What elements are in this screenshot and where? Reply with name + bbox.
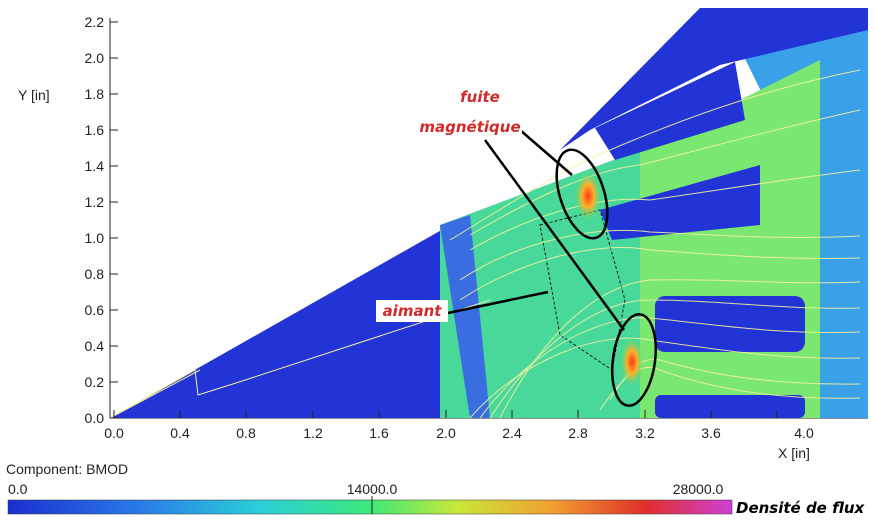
y-axis-ticks bbox=[110, 21, 118, 419]
inner-air-gap bbox=[440, 215, 490, 418]
stator-slot-1 bbox=[655, 395, 805, 418]
stator-slot-3 bbox=[600, 165, 760, 240]
leader-lines bbox=[447, 129, 626, 331]
x-tick-label: 0.0 bbox=[104, 425, 124, 441]
x-tick-label: 0.4 bbox=[170, 425, 190, 441]
colorbar-max: 28000.0 bbox=[673, 481, 724, 497]
y-tick-label: 0.2 bbox=[85, 374, 105, 390]
flux-lines bbox=[449, 69, 861, 418]
magnet-label: aimant bbox=[383, 302, 443, 320]
y-tick-label: 0.8 bbox=[85, 266, 105, 282]
leader-magnet bbox=[447, 290, 549, 315]
outer-air-region bbox=[560, 8, 868, 150]
y-tick-label: 2.2 bbox=[85, 14, 105, 30]
y-tick-label: 1.6 bbox=[85, 122, 105, 138]
leak-callout-top bbox=[555, 148, 609, 240]
leader-leak-bottom bbox=[483, 139, 626, 331]
leak-label-line1: fuite bbox=[460, 88, 500, 106]
y-tick-labels: 0.0 0.2 0.4 0.6 0.8 1.0 1.2 1.4 1.6 1.8 … bbox=[85, 14, 105, 426]
colorbar-min: 0.0 bbox=[8, 481, 28, 497]
x-tick-label: 0.8 bbox=[236, 425, 256, 441]
x-tick-labels: 0.0 0.4 0.8 1.2 1.6 2.0 2.4 2.8 3.2 3.6 … bbox=[104, 425, 814, 441]
leak-label-bg bbox=[438, 86, 522, 138]
x-tick-label: 3.2 bbox=[635, 425, 655, 441]
x-tick-label: 1.6 bbox=[369, 425, 389, 441]
y-tick-label: 0.0 bbox=[85, 410, 105, 426]
y-tick-label: 2.0 bbox=[85, 50, 105, 66]
rotor-core bbox=[110, 215, 468, 418]
leader-leak-top bbox=[519, 129, 573, 176]
x-axis-title: X [in] bbox=[778, 445, 810, 461]
x-axis-ticks bbox=[113, 410, 778, 418]
stator-slot-4 bbox=[595, 62, 745, 160]
leak-hotspot-top bbox=[574, 170, 602, 222]
stator-slot-2 bbox=[655, 296, 805, 352]
x-tick-label: 3.6 bbox=[701, 425, 721, 441]
y-tick-label: 1.8 bbox=[85, 86, 105, 102]
magnet-label-bg bbox=[376, 300, 448, 322]
motor-geometry bbox=[110, 8, 868, 418]
colorbar-title: Densité de flux bbox=[736, 499, 866, 517]
y-tick-label: 0.6 bbox=[85, 302, 105, 318]
y-axis-title: Y [in] bbox=[18, 87, 50, 103]
x-tick-label: 4.0 bbox=[794, 425, 814, 441]
x-tick-label: 1.2 bbox=[303, 425, 323, 441]
x-tick-label: 2.0 bbox=[436, 425, 456, 441]
leak-hotspot-bottom bbox=[620, 336, 644, 388]
rotor-boundary bbox=[110, 299, 491, 418]
x-tick-label: 2.8 bbox=[568, 425, 588, 441]
y-tick-label: 1.2 bbox=[85, 194, 105, 210]
y-tick-label: 0.4 bbox=[85, 338, 105, 354]
colorbar-gradient bbox=[7, 499, 733, 515]
y-tick-label: 1.0 bbox=[85, 230, 105, 246]
leak-callout-bottom bbox=[610, 313, 658, 407]
colorbar-mid: 14000.0 bbox=[347, 481, 398, 497]
x-tick-label: 2.4 bbox=[502, 425, 522, 441]
leak-label-line2: magnétique bbox=[419, 118, 520, 136]
y-tick-label: 1.4 bbox=[85, 158, 105, 174]
colorbar-component: Component: BMOD bbox=[6, 461, 128, 477]
